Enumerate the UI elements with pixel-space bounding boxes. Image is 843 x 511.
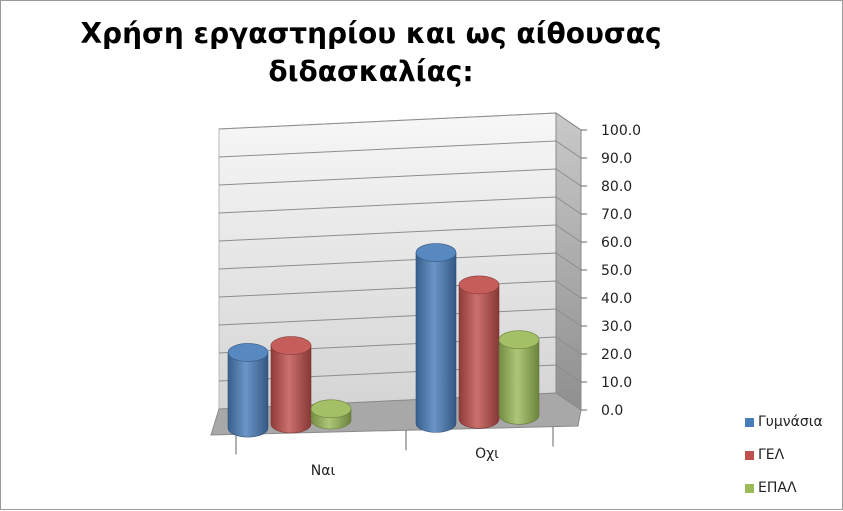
gridline — [218, 140, 582, 159]
x-axis: Ναι Οχι — [235, 426, 554, 479]
bar-top-Ναι-ΕΠΑΛ — [310, 399, 352, 419]
gridline — [218, 336, 582, 355]
bar-Οχι-ΓΕΛ — [458, 284, 500, 429]
gridline — [218, 196, 582, 215]
y-tick-label: 10.0 — [601, 375, 632, 391]
bar-Οχι-Γυμνάσια — [415, 252, 457, 433]
x-tick-label: Ναι — [311, 463, 336, 479]
gridline — [218, 112, 582, 131]
gridline — [218, 168, 582, 187]
bar-Ναι-ΓΕΛ — [270, 345, 312, 434]
legend-item: ΓΕΛ — [745, 444, 823, 466]
bar-Οχι-ΕΠΑΛ — [498, 339, 540, 425]
bar-top-Ναι-ΓΕΛ — [270, 336, 312, 355]
gridline — [218, 280, 582, 299]
legend-item: Γυμνάσια — [745, 411, 823, 433]
y-tick-label: 0.0 — [601, 403, 623, 419]
bar-group — [227, 243, 540, 438]
legend-label: ΕΠΑΛ — [758, 480, 797, 496]
legend-item: ΕΠΑΛ — [745, 477, 823, 499]
chart-title: Χρήση εργαστηρίου και ως αίθουσας διδασκ… — [80, 17, 662, 88]
y-tick-label: 50.0 — [601, 263, 632, 279]
legend-label: ΓΕΛ — [758, 447, 785, 463]
bar-top-Ναι-Γυμνάσια — [227, 343, 269, 362]
gridline — [218, 364, 582, 383]
y-tick-label: 20.0 — [601, 347, 632, 363]
bar-Ναι-Γυμνάσια — [227, 352, 269, 438]
gridline — [218, 224, 582, 243]
legend-label: Γυμνάσια — [758, 414, 823, 430]
y-tick-label: 80.0 — [601, 179, 632, 195]
bar-top-Οχι-ΓΕΛ — [458, 275, 500, 295]
x-tick-label: Οχι — [475, 446, 499, 462]
legend-swatch — [745, 483, 754, 493]
y-tick-label: 30.0 — [601, 319, 632, 335]
bar-top-Οχι-ΕΠΑΛ — [498, 330, 540, 350]
y-axis: 0.0 10.0 20.0 30.0 40.0 50.0 60.0 70.0 80.0 90.0 1… — [581, 123, 641, 419]
chart-legend: Γυμνάσια ΓΕΛ ΕΠΑΛ — [745, 411, 823, 510]
bar-top-Οχι-Γυμνάσια — [415, 243, 457, 262]
legend-swatch — [745, 450, 754, 460]
y-tick-label: 70.0 — [601, 207, 632, 223]
y-tick-label: 90.0 — [601, 151, 632, 167]
y-tick-label: 40.0 — [601, 291, 632, 307]
legend-swatch — [745, 417, 754, 427]
y-tick-label: 100.0 — [601, 123, 641, 139]
gridline — [218, 252, 582, 271]
gridline — [218, 308, 582, 327]
y-tick-label: 60.0 — [601, 235, 632, 251]
chart-gridlines — [218, 112, 582, 383]
